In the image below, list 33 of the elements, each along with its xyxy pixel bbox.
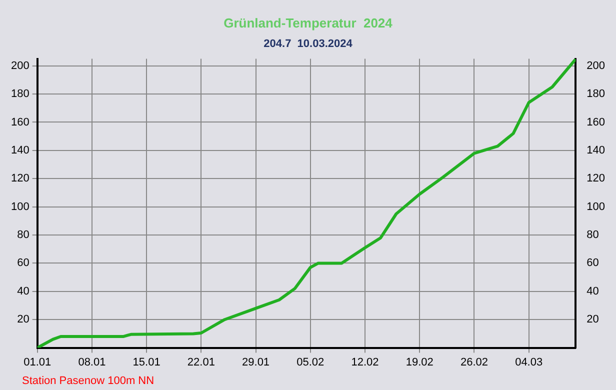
y2-tick-label: 40 — [586, 285, 599, 298]
y-tick-label: 20 — [17, 314, 30, 326]
x-tick-label: 26.02 — [460, 356, 488, 368]
y2-tick-label: 120 — [586, 172, 606, 185]
y-tick-label: 60 — [17, 257, 30, 270]
x-tick-label: 01.01 — [24, 356, 52, 368]
y-tick-label: 40 — [17, 285, 30, 298]
y-tick-label: 180 — [10, 88, 30, 100]
y-tick-label: 160 — [10, 116, 30, 128]
y2-tick-label: 180 — [586, 88, 606, 100]
y-tick-label: 140 — [10, 144, 30, 156]
chart-title: Grünland-Temperatur 2024 — [224, 15, 394, 30]
y2-tick-label: 160 — [586, 116, 606, 128]
x-tick-label: 05.02 — [296, 356, 324, 368]
chart-subtitle: 204.7 10.03.2024 — [264, 38, 354, 50]
y2-tick-label: 60 — [586, 257, 599, 270]
y2-tick-label: 140 — [586, 144, 606, 156]
x-tick-label: 29.01 — [242, 356, 270, 368]
x-tick-label: 12.02 — [351, 356, 379, 368]
y2-tick-label: 80 — [586, 229, 599, 242]
x-tick-label: 15.01 — [132, 356, 160, 368]
y-tick-label: 80 — [17, 229, 30, 242]
x-tick-label: 08.01 — [78, 356, 106, 368]
y2-tick-label: 100 — [586, 200, 606, 213]
x-tick-label: 19.02 — [406, 356, 434, 368]
y-tick-label: 100 — [10, 200, 30, 213]
x-tick-label: 04.03 — [515, 356, 543, 368]
y2-tick-label: 20 — [586, 314, 599, 326]
text: Station Pasenow 100m NN — [22, 375, 154, 387]
y-tick-label: 200 — [10, 60, 30, 72]
y2-tick-label: 200 — [586, 60, 606, 72]
y-tick-label: 120 — [10, 172, 30, 185]
x-tick-label: 22.01 — [187, 356, 215, 368]
